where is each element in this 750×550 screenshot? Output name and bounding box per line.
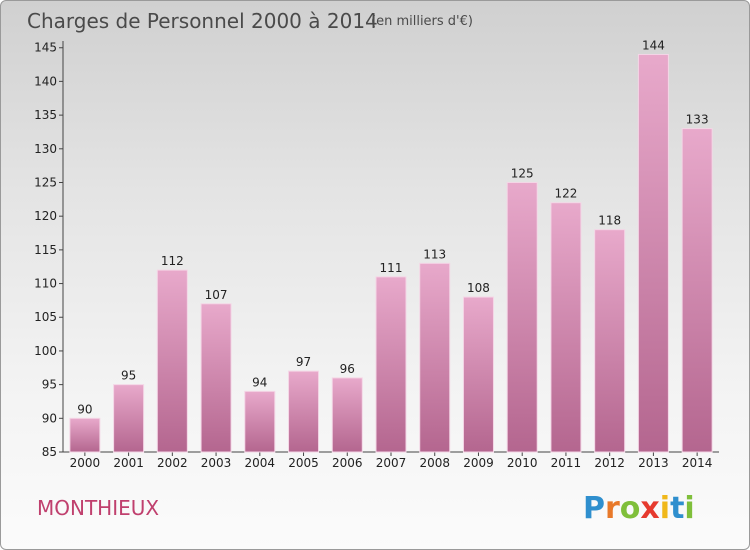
x-tick-label: 2001 <box>113 456 144 470</box>
y-tick-label: 120 <box>34 209 57 223</box>
y-tick-label: 125 <box>34 175 57 189</box>
bar <box>200 303 232 453</box>
y-tick-label: 140 <box>34 74 57 88</box>
bar <box>419 262 451 453</box>
chart-title: Charges de Personnel 2000 à 2014 <box>27 9 378 33</box>
bar <box>594 229 626 453</box>
bar <box>156 269 188 453</box>
y-tick-label: 85 <box>42 445 57 459</box>
x-tick-label: 2010 <box>507 456 538 470</box>
y-tick-label: 130 <box>34 142 57 156</box>
x-tick-label: 2013 <box>638 456 669 470</box>
x-tick-label: 2006 <box>332 456 363 470</box>
data-label: 108 <box>467 281 490 295</box>
y-tick-label: 115 <box>34 243 57 257</box>
data-label: 125 <box>511 166 534 180</box>
x-tick-label: 2004 <box>245 456 276 470</box>
x-tick-label: 2002 <box>157 456 188 470</box>
logo-letter: i <box>684 491 694 526</box>
y-tick-label: 95 <box>42 378 57 392</box>
x-tick-label: 2011 <box>551 456 582 470</box>
y-tick-label: 100 <box>34 344 57 358</box>
bar <box>288 370 320 453</box>
data-label: 122 <box>554 187 577 201</box>
y-tick-label: 145 <box>34 41 57 55</box>
x-tick-label: 2000 <box>70 456 101 470</box>
bar <box>550 202 582 453</box>
data-label: 90 <box>77 402 92 416</box>
data-label: 97 <box>296 355 311 369</box>
bar <box>681 128 713 453</box>
logo-letter: o <box>620 491 641 526</box>
logo-letter: x <box>640 491 659 526</box>
logo-letter: t <box>670 491 684 526</box>
data-label: 118 <box>598 214 621 228</box>
bar <box>375 276 407 453</box>
x-tick-label: 2014 <box>682 456 713 470</box>
y-tick-label: 135 <box>34 108 57 122</box>
bar <box>113 384 145 453</box>
data-label: 111 <box>380 261 403 275</box>
bars: 90 95 112 107 94 97 96 111 113 108 125 122 118 144 133 <box>69 38 713 453</box>
data-label: 96 <box>340 362 355 376</box>
x-tick-label: 2007 <box>376 456 407 470</box>
bar <box>506 181 538 453</box>
logo-letter: P <box>583 491 605 526</box>
bar <box>637 53 669 453</box>
bar <box>331 377 363 453</box>
logo-letter: r <box>605 491 620 526</box>
y-tick-label: 90 <box>42 411 57 425</box>
data-label: 144 <box>642 38 665 52</box>
data-label: 107 <box>205 288 228 302</box>
y-tick-label: 105 <box>34 310 57 324</box>
data-label: 133 <box>686 113 709 127</box>
data-label: 112 <box>161 254 184 268</box>
data-label: 95 <box>121 369 136 383</box>
bar <box>462 296 494 453</box>
y-tick-label: 110 <box>34 277 57 291</box>
chart-subtitle: (en milliers d'€) <box>371 14 473 29</box>
x-tick-label: 2003 <box>201 456 232 470</box>
x-tick-label: 2005 <box>288 456 319 470</box>
data-label: 94 <box>252 375 267 389</box>
x-tick-label: 2008 <box>419 456 450 470</box>
logo-letter: i <box>660 491 670 526</box>
bar <box>69 417 101 453</box>
x-axis: 2000 2001 2002 2003 2004 2005 2006 2007 2008 2009… <box>63 451 719 470</box>
x-tick-label: 2009 <box>463 456 494 470</box>
commune-name: MONTHIEUX <box>37 496 159 520</box>
y-axis: 85 90 95 100 105 110 115 120 125 130 135 140 145 <box>34 41 64 459</box>
data-label: 113 <box>423 247 446 261</box>
proxiti-logo: Proxiti <box>583 491 695 526</box>
bar <box>244 390 276 453</box>
x-tick-label: 2012 <box>594 456 625 470</box>
